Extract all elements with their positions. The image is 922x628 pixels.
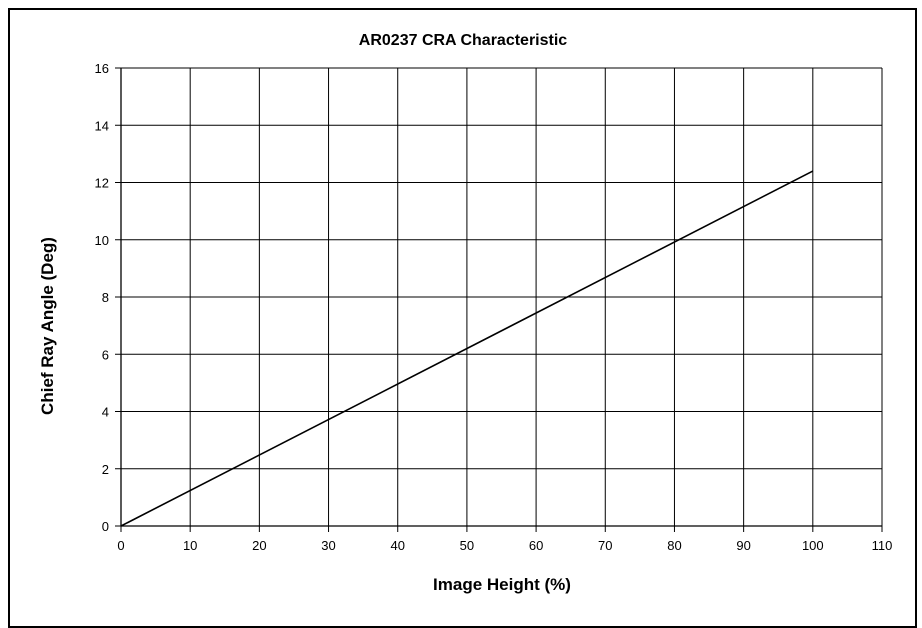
y-tick-label: 6: [102, 347, 109, 362]
x-tick-label: 60: [529, 538, 543, 553]
x-tick-label: 90: [736, 538, 750, 553]
x-tick-label: 0: [117, 538, 124, 553]
y-tick-label: 4: [102, 405, 109, 420]
x-tick-label: 40: [390, 538, 404, 553]
x-tick-label: 70: [598, 538, 612, 553]
series-layer: [120, 170, 814, 527]
series-line: [120, 170, 814, 527]
y-axis-label: Chief Ray Angle (Deg): [38, 237, 57, 415]
grid: [121, 67, 883, 526]
chart-frame: [8, 8, 917, 628]
y-tick-label: 14: [95, 118, 109, 133]
y-tick-label: 8: [102, 290, 109, 305]
x-tick-label: 110: [872, 538, 893, 553]
tick-labels: 0 10 20 30 40 50 60 70 80 90 100 110 0 2 4 6 8 10 12 14 16: [95, 61, 893, 553]
chart-title: AR0237 CRA Characteristic: [359, 32, 567, 49]
x-tick-label: 50: [460, 538, 474, 553]
y-tick-label: 2: [102, 462, 109, 477]
x-axis-label: Image Height (%): [433, 575, 571, 594]
y-tick-label: 12: [95, 176, 109, 191]
axes: [115, 67, 883, 532]
x-tick-label: 80: [667, 538, 681, 553]
x-tick-label: 10: [183, 538, 197, 553]
y-tick-label: 0: [102, 519, 109, 534]
y-tick-label: 16: [95, 61, 109, 76]
x-tick-label: 30: [321, 538, 335, 553]
x-tick-label: 20: [252, 538, 266, 553]
x-tick-label: 100: [802, 538, 824, 553]
y-tick-label: 10: [95, 233, 109, 248]
